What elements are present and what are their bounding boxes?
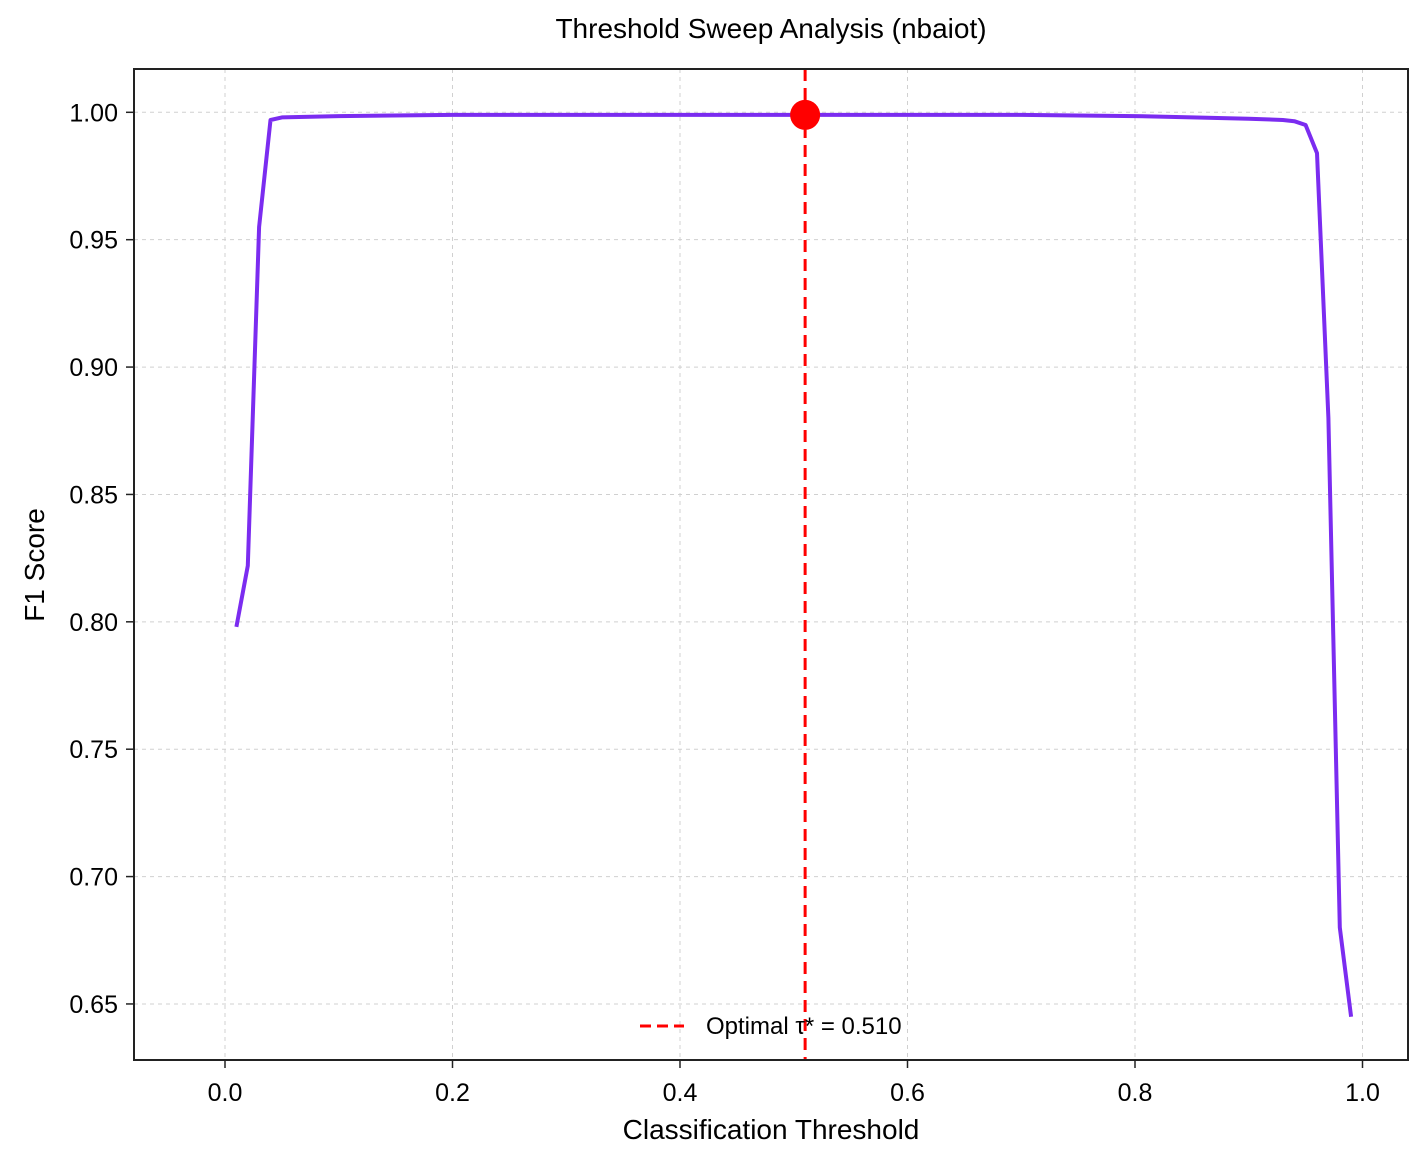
grid-lines — [134, 69, 1408, 1060]
x-tick-label: 0.0 — [208, 1079, 243, 1107]
y-tick-label: 1.00 — [69, 99, 118, 127]
y-tick-label: 0.90 — [69, 354, 118, 382]
f1-score-series-line — [234, 112, 1354, 1017]
x-tick-label: 0.2 — [435, 1079, 470, 1107]
y-axis-ticks: 0.65 0.70 0.75 0.80 0.85 0.90 0.95 1.00 — [69, 99, 134, 1019]
optimal-point-group — [790, 99, 821, 130]
plot-frame — [133, 68, 1409, 1061]
y-tick-label: 0.85 — [69, 481, 118, 509]
x-axis-title: Classification Threshold — [623, 1114, 920, 1145]
y-axis-title: F1 Score — [19, 508, 50, 622]
x-tick-label: 0.4 — [663, 1079, 698, 1107]
x-tick-label: 0.8 — [1118, 1079, 1153, 1107]
y-tick-label: 0.80 — [69, 609, 118, 637]
y-tick-label: 0.75 — [69, 736, 118, 764]
chart-title: Threshold Sweep Analysis (nbaiot) — [555, 13, 986, 44]
optimal-point-marker — [790, 99, 821, 130]
x-tick-label: 0.6 — [890, 1079, 925, 1107]
y-tick-label: 0.65 — [69, 991, 118, 1019]
y-tick-label: 0.95 — [69, 227, 118, 255]
x-tick-label: 1.0 — [1345, 1079, 1380, 1107]
series-group — [234, 112, 1354, 1017]
legend-label: Optimal τ* = 0.510 — [706, 1013, 902, 1040]
y-tick-label: 0.70 — [69, 864, 118, 892]
legend: Optimal τ* = 0.510 — [640, 1013, 902, 1040]
x-axis-ticks: 0.0 0.2 0.4 0.6 0.8 1.0 — [208, 1060, 1380, 1107]
